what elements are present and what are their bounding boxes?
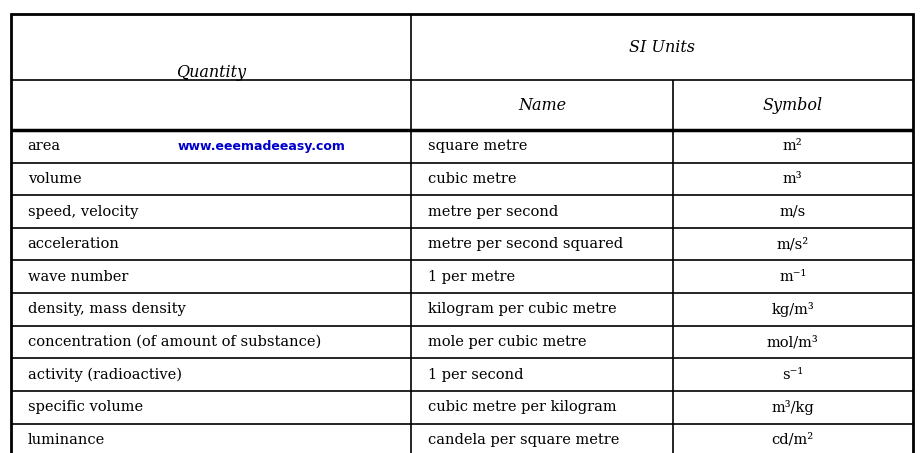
- Text: Quantity: Quantity: [176, 64, 246, 81]
- Text: acceleration: acceleration: [28, 237, 119, 251]
- Text: m/s: m/s: [780, 205, 806, 218]
- Text: cd/m²: cd/m²: [772, 433, 814, 447]
- Text: activity (radioactive): activity (radioactive): [28, 367, 182, 382]
- Text: speed, velocity: speed, velocity: [28, 205, 138, 218]
- Text: candela per square metre: candela per square metre: [428, 433, 619, 447]
- Text: specific volume: specific volume: [28, 400, 143, 414]
- Text: cubic metre per kilogram: cubic metre per kilogram: [428, 400, 616, 414]
- Text: m/s²: m/s²: [777, 237, 808, 251]
- Text: metre per second: metre per second: [428, 205, 558, 218]
- Text: m³: m³: [783, 172, 803, 186]
- Text: m⁻¹: m⁻¹: [779, 270, 807, 284]
- Text: metre per second squared: metre per second squared: [428, 237, 623, 251]
- Text: density, mass density: density, mass density: [28, 303, 186, 316]
- Text: www.eeemadeeasy.com: www.eeemadeeasy.com: [177, 140, 346, 153]
- Text: m³/kg: m³/kg: [772, 400, 814, 415]
- Text: kilogram per cubic metre: kilogram per cubic metre: [428, 303, 616, 316]
- Text: kg/m³: kg/m³: [772, 302, 814, 317]
- Text: area: area: [28, 140, 61, 153]
- Text: concentration (of amount of substance): concentration (of amount of substance): [28, 335, 321, 349]
- Text: volume: volume: [28, 172, 81, 186]
- Text: square metre: square metre: [428, 140, 528, 153]
- Text: wave number: wave number: [28, 270, 128, 284]
- Text: 1 per second: 1 per second: [428, 368, 523, 381]
- Text: m²: m²: [783, 140, 803, 153]
- Text: SI Units: SI Units: [629, 39, 695, 56]
- Text: Symbol: Symbol: [762, 96, 823, 114]
- Text: Name: Name: [517, 96, 566, 114]
- Text: mole per cubic metre: mole per cubic metre: [428, 335, 587, 349]
- Text: cubic metre: cubic metre: [428, 172, 517, 186]
- Text: s⁻¹: s⁻¹: [783, 368, 803, 381]
- Text: mol/m³: mol/m³: [767, 335, 819, 349]
- Text: luminance: luminance: [28, 433, 105, 447]
- Text: 1 per metre: 1 per metre: [428, 270, 515, 284]
